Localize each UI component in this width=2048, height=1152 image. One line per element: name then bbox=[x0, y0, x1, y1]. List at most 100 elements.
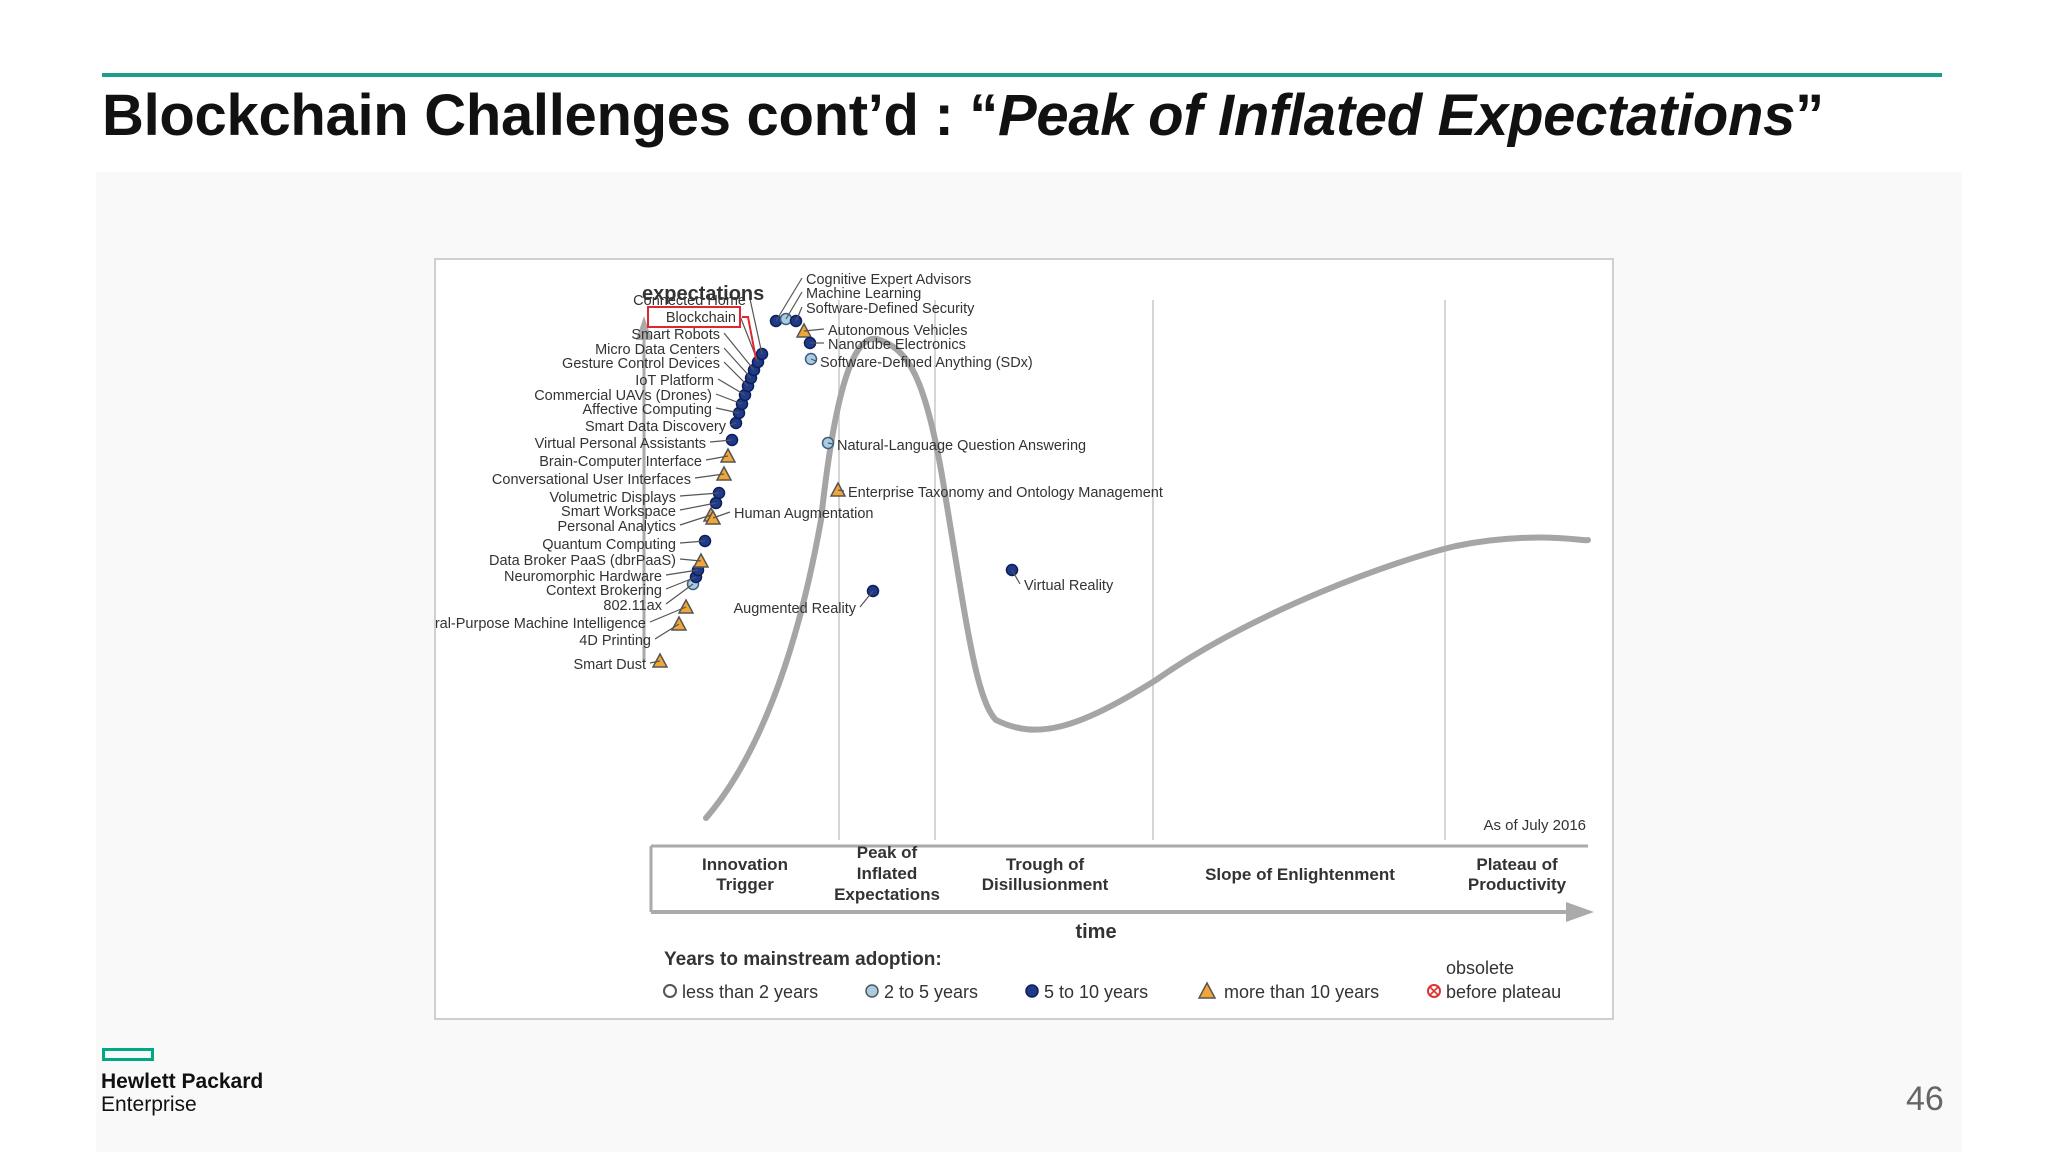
leader-line bbox=[775, 277, 803, 322]
leader-line bbox=[649, 606, 687, 623]
slide-title: Blockchain Challenges cont’d : “Peak of … bbox=[102, 83, 1824, 148]
leader-line bbox=[723, 361, 749, 387]
leader-line bbox=[709, 439, 733, 443]
tech-label: 802.11ax bbox=[603, 598, 662, 614]
tech-label: General-Purpose Machine Intelligence bbox=[436, 616, 646, 632]
legend-item-4: more than 10 years bbox=[1224, 982, 1379, 1002]
leader-line bbox=[729, 422, 737, 426]
tech-label: Gesture Control Devices bbox=[562, 356, 720, 372]
leader-line bbox=[859, 590, 874, 608]
hpe-logo-icon bbox=[102, 1048, 154, 1061]
tech-label: Software-Defined Anything (SDx) bbox=[820, 355, 1033, 371]
leader-line bbox=[723, 347, 752, 379]
triangle-marker-icon bbox=[651, 652, 669, 668]
tech-label: Affective Computing bbox=[583, 402, 713, 418]
legend-item-1: less than 2 years bbox=[682, 982, 818, 1002]
phase-5-line1: Plateau of bbox=[1476, 855, 1558, 874]
leader-line bbox=[785, 291, 803, 320]
leader-line bbox=[717, 378, 746, 396]
leader-line bbox=[679, 558, 702, 562]
legend-light-circle-icon bbox=[865, 984, 879, 998]
tech-label: 4D Printing bbox=[579, 633, 651, 649]
tech-label: Brain-Computer Interface bbox=[539, 454, 702, 470]
triangle-marker-icon bbox=[829, 481, 847, 497]
phase-3-line1: Trough of bbox=[1006, 855, 1085, 874]
leader-line bbox=[715, 393, 743, 405]
tech-label: Virtual Personal Assistants bbox=[535, 436, 706, 452]
tech-label: Blockchain bbox=[666, 310, 736, 326]
phase-5-line2: Productivity bbox=[1468, 875, 1567, 894]
title-rule bbox=[102, 73, 1942, 77]
tech-label: Quantum Computing bbox=[542, 537, 676, 553]
leader-line bbox=[810, 358, 817, 362]
leader-line bbox=[654, 623, 680, 640]
x-axis-arrow-icon bbox=[1566, 902, 1594, 922]
leader-line bbox=[705, 455, 729, 461]
leader-line bbox=[665, 569, 699, 576]
phase-2-line2: Inflated bbox=[857, 864, 917, 883]
legend-obsolete-x2 bbox=[1429, 986, 1439, 996]
tech-label: Nanotube Electronics bbox=[828, 337, 966, 353]
hype-cycle-svg: Smart Dust 4D PrintingGeneral-Purpose Mac… bbox=[436, 272, 1594, 1002]
legend-item-5-line2: before plateau bbox=[1446, 982, 1561, 1002]
page-number: 46 bbox=[1906, 1080, 1944, 1118]
logo-text-line1: Hewlett Packard bbox=[101, 1070, 264, 1093]
logo-text-line2: Enterprise bbox=[101, 1093, 197, 1116]
leader-line bbox=[723, 332, 755, 371]
legend-open-circle-icon bbox=[663, 984, 677, 998]
leader-line bbox=[749, 298, 763, 355]
leader-line bbox=[649, 660, 661, 664]
axes bbox=[636, 316, 1594, 922]
legend-item-3: 5 to 10 years bbox=[1044, 982, 1148, 1002]
phase-dividers bbox=[838, 300, 1446, 840]
tech-label: Virtual Reality bbox=[1024, 578, 1114, 594]
tech-label: Data Broker PaaS (dbrPaaS) bbox=[489, 553, 676, 569]
tech-label: Conversational User Interfaces bbox=[492, 472, 691, 488]
tech-label: Human Augmentation bbox=[734, 506, 873, 522]
as-of-label: As of July 2016 bbox=[1483, 817, 1586, 834]
tech-label: Neuromorphic Hardware bbox=[504, 569, 662, 585]
tech-label: Cognitive Expert Advisors bbox=[806, 272, 971, 288]
leader-line bbox=[803, 328, 825, 332]
blockchain-highlight-leader bbox=[742, 316, 757, 360]
leader-line bbox=[1011, 569, 1021, 585]
y-axis-arrow-icon bbox=[636, 316, 652, 340]
tech-label: Connected Home bbox=[633, 293, 746, 309]
legend-title: Years to mainstream adoption: bbox=[664, 949, 942, 970]
y-axis-label: expectations bbox=[642, 283, 764, 305]
tech-labels: Smart Dust 4D PrintingGeneral-Purpose Mac… bbox=[436, 272, 1163, 673]
phase-1-line2: Trigger bbox=[716, 875, 774, 894]
tech-label: Smart Dust bbox=[573, 657, 646, 673]
leader-line bbox=[712, 511, 731, 519]
tech-label: Software-Defined Security bbox=[806, 301, 975, 317]
phase-4-line1: Slope of Enlightenment bbox=[1205, 865, 1395, 884]
tech-label: Commercial UAVs (Drones) bbox=[534, 388, 712, 404]
tech-label: Micro Data Centers bbox=[595, 342, 720, 358]
tech-label: Machine Learning bbox=[806, 286, 921, 302]
leader-line bbox=[679, 502, 717, 511]
blockchain-highlight-box bbox=[647, 306, 741, 328]
triangle-marker-icon bbox=[677, 598, 695, 614]
phase-3-line2: Disillusionment bbox=[982, 875, 1109, 894]
leader-line bbox=[679, 514, 712, 526]
leader-line bbox=[665, 583, 694, 605]
legend-triangle-icon bbox=[1197, 981, 1217, 999]
tech-label: Smart Robots bbox=[631, 327, 720, 343]
phase-labels: Innovation Trigger Peak of Inflated Expe… bbox=[702, 843, 1567, 904]
leader-line bbox=[837, 489, 845, 492]
leader-line bbox=[679, 540, 706, 544]
legend-dark-circle-icon bbox=[1025, 984, 1039, 998]
leader-line bbox=[665, 576, 697, 590]
tech-label: Smart Data Discovery bbox=[585, 419, 727, 435]
tech-label: Augmented Reality bbox=[733, 601, 856, 617]
leader-line bbox=[694, 473, 725, 479]
legend-item-5-line1: obsolete bbox=[1446, 958, 1514, 978]
hype-curve bbox=[703, 335, 1591, 821]
x-axis-label: time bbox=[1075, 921, 1116, 943]
legend-item-2: 2 to 5 years bbox=[884, 982, 978, 1002]
triangle-marker-icon bbox=[715, 465, 733, 481]
triangle-marker-icon bbox=[670, 615, 688, 631]
hype-cycle-figure: Smart Dust 4D PrintingGeneral-Purpose Mac… bbox=[434, 258, 1614, 1020]
tech-label: Enterprise Taxonomy and Ontology Managem… bbox=[848, 485, 1163, 501]
tech-label: Natural-Language Question Answering bbox=[837, 438, 1086, 454]
